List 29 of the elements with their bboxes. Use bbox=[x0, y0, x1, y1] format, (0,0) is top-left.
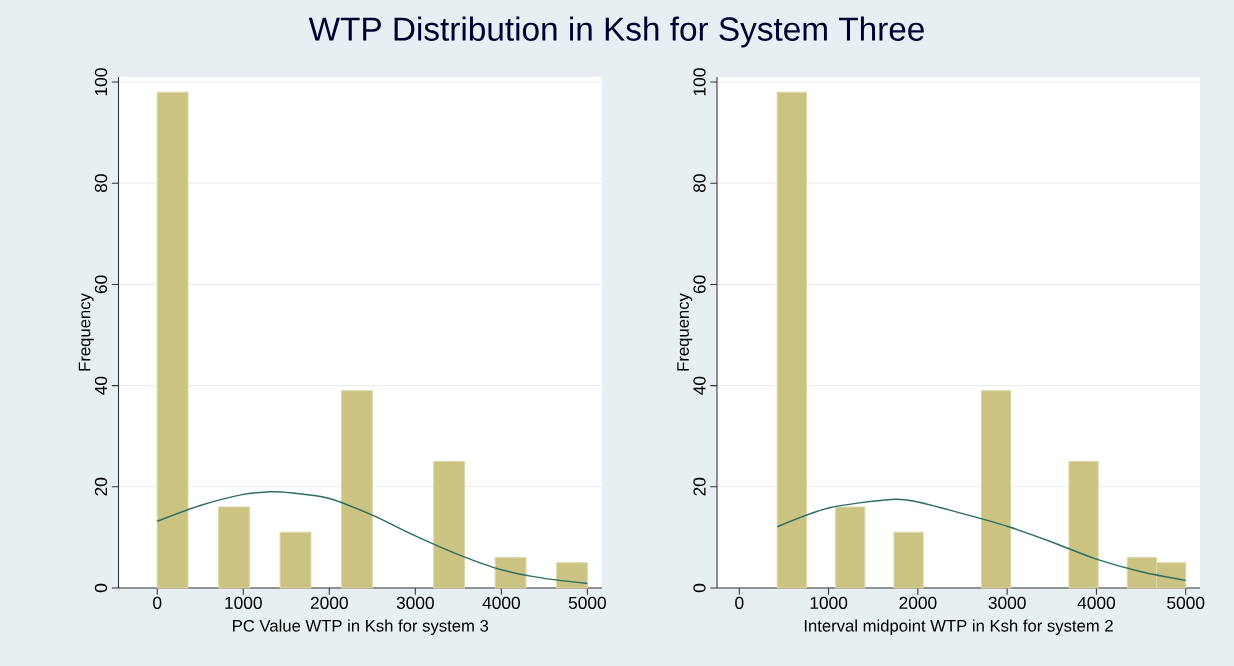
x-tick-label: 2000 bbox=[310, 596, 348, 609]
x-tick-label: 1000 bbox=[810, 596, 848, 609]
x-tick-label: 0 bbox=[153, 596, 162, 609]
y-tick-label: 0 bbox=[693, 583, 706, 593]
y-tick-label: 40 bbox=[94, 376, 108, 395]
x-axis-title: PC Value WTP in Ksh for system 3 bbox=[233, 619, 489, 635]
y-tick-label: 0 bbox=[94, 583, 108, 593]
x-axis-title: Interval midpoint WTP in Ksh for system 2 bbox=[804, 619, 1113, 635]
y-tick-label: 20 bbox=[693, 477, 706, 496]
y-tick-label: 40 bbox=[693, 376, 706, 395]
y-axis-title: Frequency bbox=[677, 293, 693, 371]
x-tick-label: 4000 bbox=[1077, 596, 1116, 609]
x-tick-label: 5000 bbox=[568, 596, 606, 609]
x-tick-label: 2000 bbox=[899, 596, 937, 609]
y-tick-label: 80 bbox=[693, 174, 706, 193]
x-tick-label: 5000 bbox=[1167, 596, 1205, 609]
x-tick-label: 1000 bbox=[225, 596, 262, 609]
x-tick-label: 0 bbox=[735, 596, 744, 609]
y-tick-label: 60 bbox=[94, 275, 108, 294]
y-tick-label: 20 bbox=[94, 477, 108, 496]
y-tick-label: 100 bbox=[693, 68, 706, 96]
y-tick-label: 60 bbox=[693, 275, 706, 294]
y-tick-label: 80 bbox=[94, 174, 108, 193]
x-tick-label: 4000 bbox=[482, 596, 520, 609]
chart-title: WTP Distribution in Ksh for System Three bbox=[308, 16, 924, 48]
x-tick-label: 3000 bbox=[396, 596, 434, 609]
x-tick-label: 3000 bbox=[988, 596, 1026, 609]
y-tick-label: 100 bbox=[94, 68, 108, 96]
y-axis-title: Frequency bbox=[78, 293, 94, 371]
